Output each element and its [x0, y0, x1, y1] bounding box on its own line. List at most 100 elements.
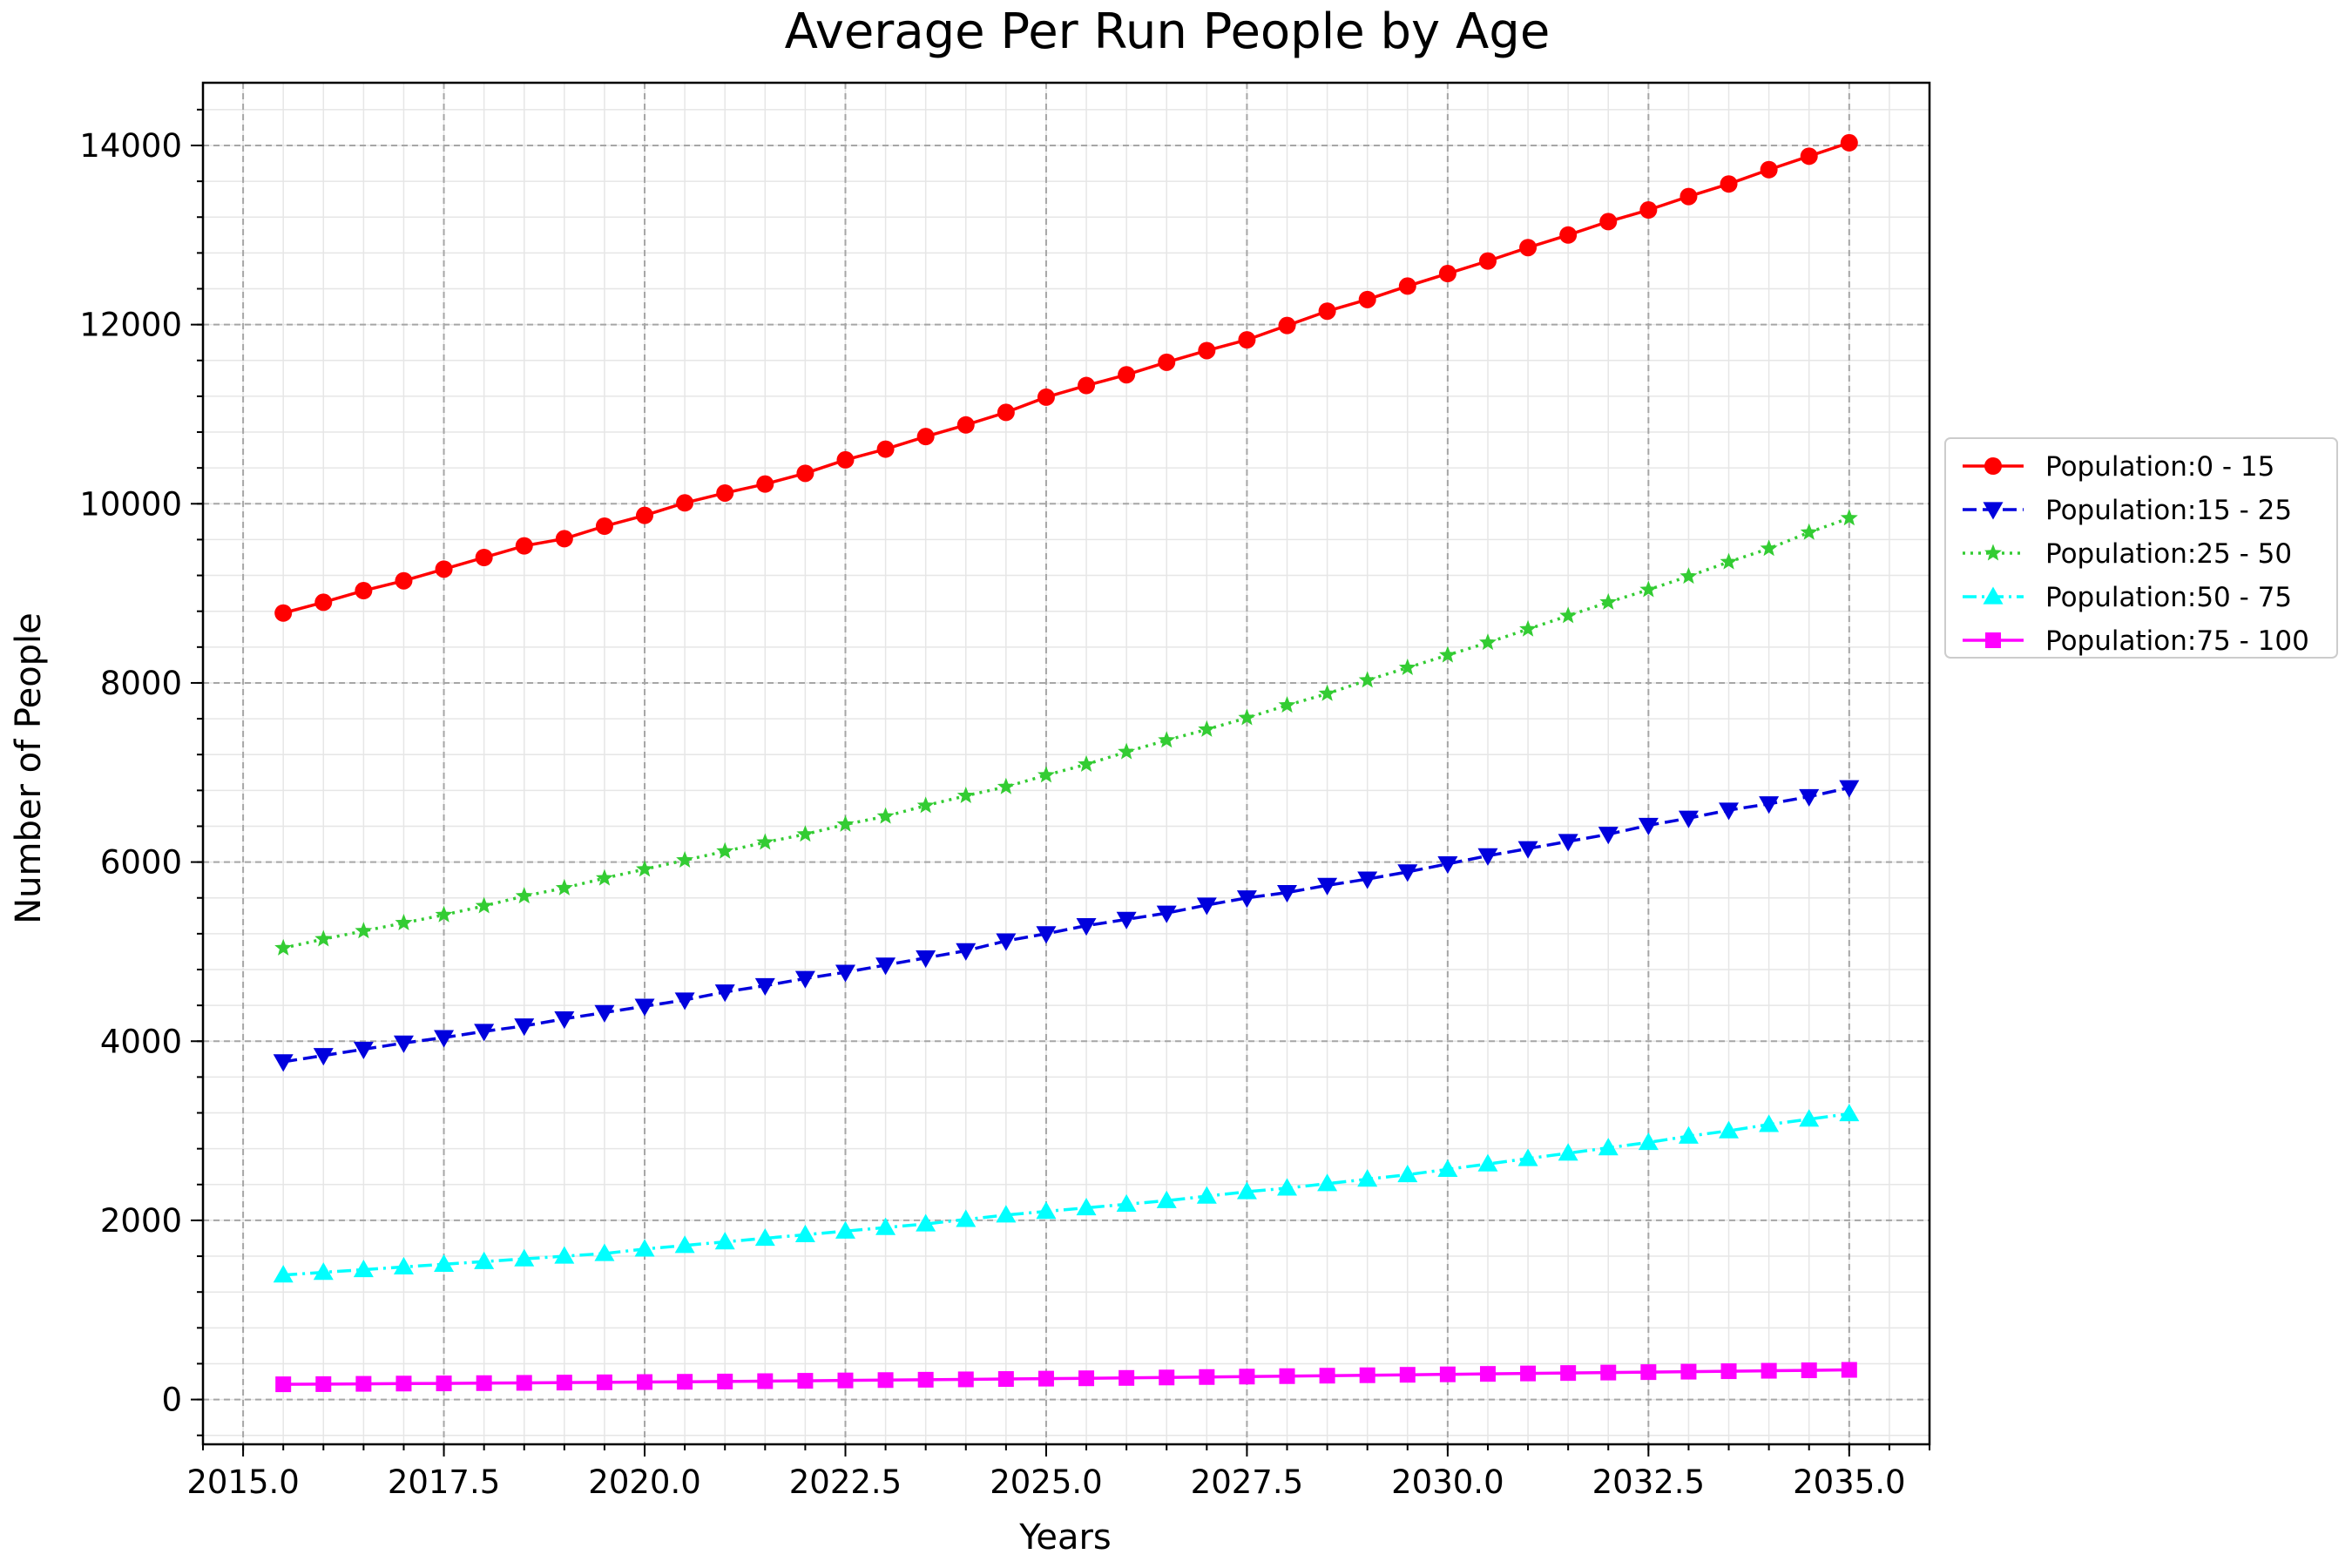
legend-marker [1985, 632, 2001, 648]
data-point [1639, 201, 1658, 220]
data-point [1720, 1363, 1737, 1380]
x-tick-label: 2032.5 [1592, 1463, 1705, 1501]
legend-marker [1984, 544, 2002, 561]
data-point [634, 1239, 655, 1257]
data-point [1036, 926, 1057, 944]
data-point [556, 1375, 572, 1391]
data-point [1278, 316, 1296, 335]
data-point [997, 403, 1015, 422]
data-point [1720, 175, 1738, 193]
data-series [273, 133, 1860, 1393]
data-point [594, 1004, 615, 1023]
y-tick-label: 12000 [79, 307, 182, 344]
data-point [1036, 1201, 1057, 1220]
legend-item: Population:0 - 15 [1963, 451, 2274, 483]
data-point [1799, 1109, 1820, 1127]
data-point [997, 1371, 1014, 1388]
data-point [794, 1224, 815, 1243]
series-group [275, 1362, 1857, 1393]
data-point [1520, 1365, 1537, 1382]
data-point [1839, 1104, 1860, 1122]
series-group [273, 1104, 1860, 1283]
data-point [1118, 366, 1136, 384]
data-point [395, 1375, 412, 1392]
data-point [1236, 890, 1257, 909]
data-point [1399, 1367, 1416, 1383]
data-point [754, 1227, 775, 1247]
data-point [436, 1375, 452, 1392]
data-point [757, 1373, 774, 1389]
data-point [797, 1373, 814, 1389]
y-tick-label: 0 [161, 1382, 182, 1419]
data-point [1078, 376, 1096, 395]
data-point [514, 1018, 535, 1037]
data-point [1558, 1143, 1578, 1161]
data-point [917, 1371, 934, 1388]
data-point [595, 868, 613, 886]
data-point [1037, 766, 1055, 783]
data-point [636, 860, 654, 877]
data-point [756, 475, 774, 493]
data-point [674, 1235, 695, 1254]
legend-label: Population:15 - 25 [2045, 495, 2292, 526]
data-point [1760, 539, 1778, 557]
legend-item: Population:75 - 100 [1963, 625, 2309, 657]
data-point [274, 604, 293, 622]
data-point [1278, 696, 1296, 713]
data-point [435, 905, 453, 923]
x-tick-label: 2022.5 [789, 1463, 902, 1501]
data-point [1639, 580, 1658, 598]
plot-frame [201, 81, 1931, 1446]
series-line [283, 1112, 1850, 1277]
x-tick-label: 2020.0 [588, 1463, 700, 1501]
data-point [634, 998, 655, 1017]
data-point [1078, 1370, 1095, 1387]
series-line [282, 517, 1850, 950]
data-point [716, 483, 734, 502]
data-point [1638, 817, 1659, 835]
data-point [956, 943, 977, 961]
data-point [1599, 592, 1618, 610]
legend-item: Population:50 - 75 [1963, 582, 2292, 613]
data-point [876, 440, 895, 458]
data-point [996, 933, 1017, 951]
data-point [1317, 877, 1338, 896]
data-point [1239, 1369, 1255, 1385]
x-tick-label: 2017.5 [388, 1463, 500, 1501]
data-point [393, 1256, 414, 1275]
data-point [1600, 1364, 1617, 1381]
data-point [1840, 133, 1858, 152]
y-axis-title: Number of People [9, 612, 49, 924]
data-point [1037, 1370, 1054, 1387]
data-point [596, 1374, 612, 1390]
data-point [1119, 1369, 1135, 1386]
series-group [274, 133, 1858, 622]
data-point [637, 1374, 653, 1390]
data-point [1277, 1178, 1298, 1196]
data-point [434, 1254, 455, 1272]
data-point [836, 814, 855, 832]
series-group [273, 780, 1860, 1072]
data-point [1477, 1153, 1498, 1172]
data-point [1398, 658, 1416, 675]
data-point [1720, 552, 1738, 570]
data-point [395, 571, 413, 590]
data-point [1598, 827, 1619, 845]
data-point [716, 841, 734, 859]
data-point [355, 582, 373, 600]
data-point [916, 950, 936, 969]
x-tick-label: 2035.0 [1793, 1463, 1905, 1501]
data-point [275, 1376, 292, 1393]
data-point [1158, 353, 1176, 371]
data-point [754, 977, 775, 997]
x-tick-label: 2025.0 [990, 1463, 1102, 1501]
data-point [1759, 1114, 1780, 1132]
data-point [796, 464, 814, 483]
data-point [1438, 265, 1456, 283]
chart-labels: Average Per Run People by Age Years Numb… [9, 3, 1550, 1558]
chart-title: Average Per Run People by Age [785, 3, 1551, 60]
data-point [515, 537, 533, 555]
data-point [756, 833, 774, 850]
x-axis-title: Years [1018, 1517, 1112, 1558]
